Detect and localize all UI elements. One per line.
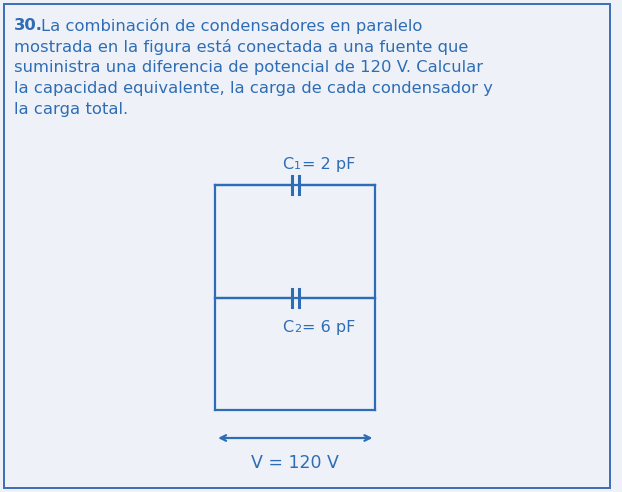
Text: mostrada en la figura está conectada a una fuente que: mostrada en la figura está conectada a u… — [14, 39, 468, 55]
Text: 1: 1 — [294, 161, 301, 171]
Text: 2: 2 — [294, 324, 302, 334]
Text: la capacidad equivalente, la carga de cada condensador y: la capacidad equivalente, la carga de ca… — [14, 81, 493, 96]
Text: = 2 pF: = 2 pF — [302, 157, 356, 172]
Text: = 6 pF: = 6 pF — [302, 320, 356, 335]
Text: V = 120 V: V = 120 V — [251, 454, 339, 472]
Text: La combinación de condensadores en paralelo: La combinación de condensadores en paral… — [42, 18, 423, 34]
Text: C: C — [282, 157, 294, 172]
Text: la carga total.: la carga total. — [14, 102, 128, 117]
Text: 30.: 30. — [14, 18, 43, 33]
Text: suministra una diferencia de potencial de 120 V. Calcular: suministra una diferencia de potencial d… — [14, 60, 483, 75]
Text: C: C — [282, 320, 294, 335]
